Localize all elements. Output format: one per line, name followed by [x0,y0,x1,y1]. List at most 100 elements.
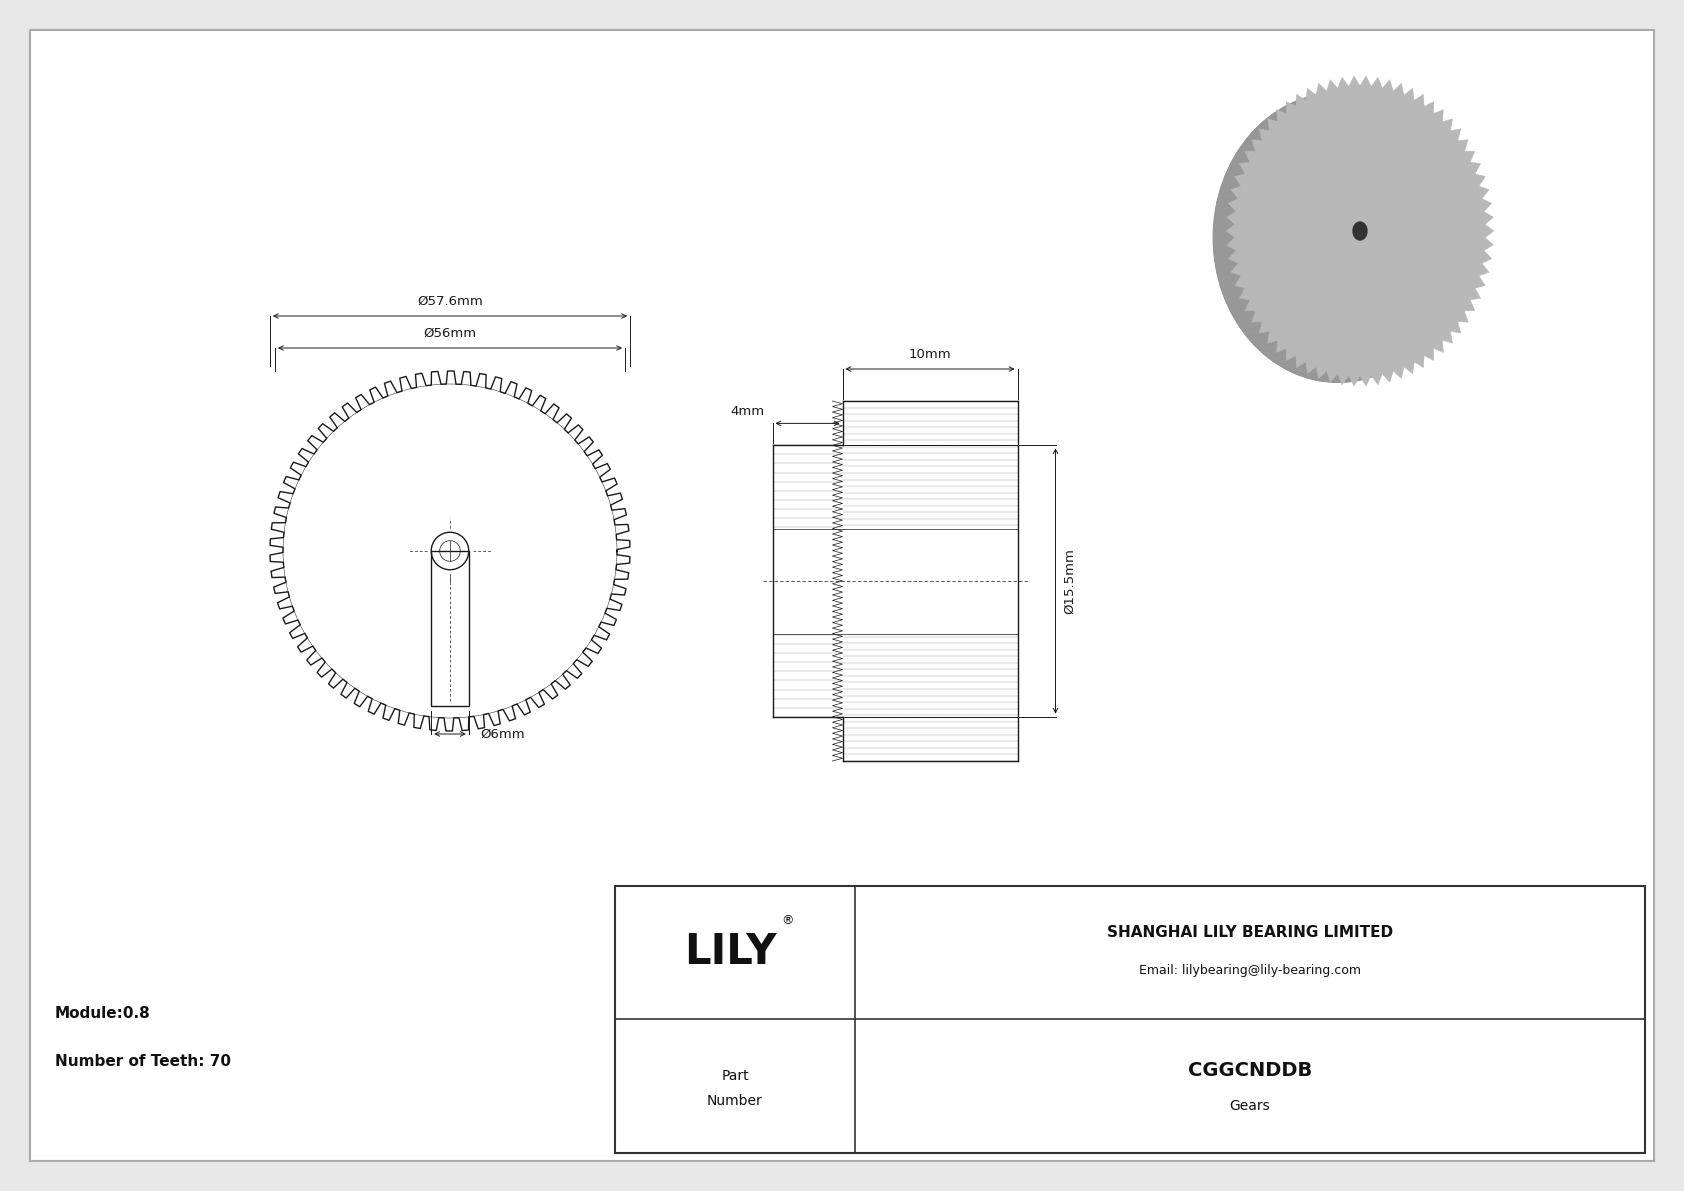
Polygon shape [1268,119,1278,131]
Polygon shape [1305,88,1317,100]
Polygon shape [1228,157,1253,169]
Polygon shape [1482,199,1492,212]
Polygon shape [1442,119,1452,131]
Text: Number: Number [707,1095,763,1108]
Polygon shape [1305,362,1317,374]
Polygon shape [1475,276,1485,288]
Polygon shape [1312,88,1340,95]
Polygon shape [1290,95,1317,104]
Polygon shape [1470,288,1480,300]
Polygon shape [1226,224,1234,237]
Text: Ø6mm: Ø6mm [480,728,525,741]
Polygon shape [1260,322,1270,333]
Polygon shape [1300,91,1329,99]
Polygon shape [1231,263,1241,276]
Polygon shape [1263,111,1290,121]
Polygon shape [1273,355,1302,366]
Polygon shape [1383,80,1393,92]
Bar [431,551,468,706]
Polygon shape [1226,237,1236,250]
Text: Ø15.5mm: Ø15.5mm [1064,548,1076,613]
Polygon shape [1415,94,1425,106]
Polygon shape [1228,250,1238,263]
Polygon shape [1226,212,1236,224]
Text: Module:0.8: Module:0.8 [56,1005,152,1021]
Polygon shape [1337,374,1349,385]
Text: Gears: Gears [1229,1099,1270,1114]
Polygon shape [1465,151,1475,162]
Polygon shape [1223,169,1246,182]
Polygon shape [1383,370,1393,382]
Polygon shape [1256,342,1285,353]
Polygon shape [1212,239,1236,254]
Polygon shape [1212,217,1236,231]
Polygon shape [1212,224,1234,237]
Polygon shape [1325,375,1354,382]
Polygon shape [1415,355,1425,368]
Text: Email: lilybearing@lily-bearing.com: Email: lilybearing@lily-bearing.com [1138,964,1361,977]
Text: ®: ® [781,913,793,927]
Polygon shape [1216,197,1239,210]
Polygon shape [1317,83,1327,95]
Polygon shape [1292,366,1320,375]
Polygon shape [1231,306,1256,319]
Polygon shape [1371,77,1383,88]
Polygon shape [1244,151,1256,162]
Polygon shape [1332,376,1361,382]
Polygon shape [1337,77,1349,88]
Polygon shape [1212,231,1234,245]
Polygon shape [1425,101,1433,113]
Polygon shape [1241,135,1266,146]
Polygon shape [1218,270,1241,283]
Polygon shape [1393,367,1404,379]
Text: 10mm: 10mm [909,348,951,361]
Polygon shape [1425,348,1433,361]
Polygon shape [1214,255,1238,269]
Polygon shape [1248,331,1275,343]
Polygon shape [1268,107,1295,118]
Polygon shape [1371,374,1383,385]
Text: Number of Teeth: 70: Number of Teeth: 70 [56,1054,231,1068]
Polygon shape [1479,186,1489,199]
Polygon shape [1319,374,1347,382]
Polygon shape [1276,110,1287,121]
Polygon shape [1218,189,1241,202]
Polygon shape [1482,250,1492,263]
Polygon shape [1450,322,1460,333]
Polygon shape [1287,101,1297,113]
Polygon shape [1214,210,1236,224]
Text: LILY: LILY [684,931,776,973]
Polygon shape [1349,375,1361,386]
Polygon shape [1470,162,1480,174]
Text: Ø56mm: Ø56mm [423,328,477,339]
Polygon shape [1484,212,1494,224]
Polygon shape [1276,341,1287,353]
Polygon shape [1263,347,1290,357]
Text: SHANGHAI LILY BEARING LIMITED: SHANGHAI LILY BEARING LIMITED [1106,925,1393,940]
Polygon shape [1361,76,1371,87]
Polygon shape [1251,311,1263,323]
Ellipse shape [1352,222,1367,241]
Polygon shape [1280,360,1307,369]
Polygon shape [1465,300,1475,311]
Polygon shape [1239,162,1250,174]
Polygon shape [1404,362,1415,374]
Polygon shape [1327,370,1337,382]
Polygon shape [1224,292,1250,306]
Polygon shape [1243,325,1270,337]
Polygon shape [1285,362,1314,373]
Polygon shape [1458,139,1468,151]
Polygon shape [1298,368,1327,378]
Polygon shape [1221,176,1244,189]
Polygon shape [1251,336,1280,348]
Polygon shape [1260,129,1270,141]
Polygon shape [1268,351,1295,362]
Polygon shape [1450,129,1460,141]
Polygon shape [1485,224,1494,237]
Polygon shape [1361,375,1371,386]
Polygon shape [1404,88,1415,100]
Polygon shape [1228,299,1253,312]
Bar [615,886,1645,1153]
Polygon shape [1295,93,1322,101]
Polygon shape [1283,98,1312,107]
